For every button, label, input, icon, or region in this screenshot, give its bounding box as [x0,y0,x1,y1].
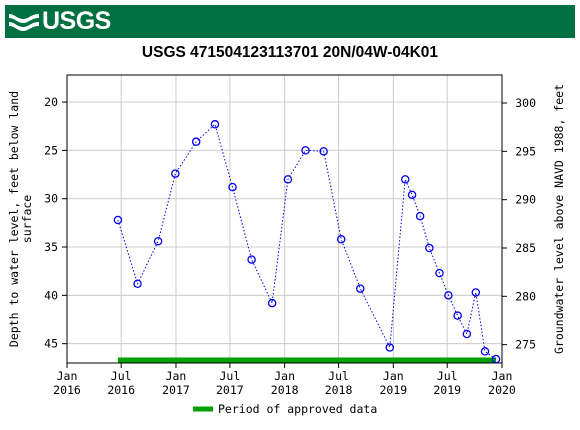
data-point [407,190,417,200]
usgs-logo-icon [9,13,39,31]
y-axis-label-left-line1: Depth to water level, feet below land [7,91,21,347]
x-tick-label-year: 2019 [433,383,461,397]
y-tick-label-left: 40 [44,288,58,302]
data-point [453,311,462,320]
data-point [133,279,142,289]
y-tick-label-right: 285 [515,241,536,255]
data-point [415,211,425,221]
x-tick-label-month: Jul [328,369,349,383]
data-point [356,284,365,293]
y-tick-label-right: 275 [515,338,536,352]
legend-label: Period of approved data [218,402,377,416]
x-tick-label-year: 2016 [107,383,135,397]
y-tick-label-right: 290 [515,193,536,207]
usgs-banner: USGS [5,5,575,38]
data-point [171,169,180,178]
y-tick-label-left: 25 [44,143,58,157]
y-axis-label-left-line2: surface [20,195,34,244]
chart-title: USGS 471504123113701 20N/04W-04K01 [141,44,439,61]
usgs-logo: USGS [9,7,111,35]
data-point [336,235,346,244]
data-point [113,215,123,225]
data-point [444,291,453,300]
x-tick-label-year: 2017 [162,383,190,397]
y-tick-label-right: 295 [515,144,536,158]
data-point [471,288,481,297]
data-point [301,146,310,155]
data-point [462,329,472,339]
x-tick-label-year: 2017 [216,383,244,397]
x-tick-label-month: Jul [219,369,240,383]
x-tick-label-month: Jan [166,369,187,383]
x-tick-label-month: Jul [437,369,458,383]
x-tick-label-month: Jan [492,369,513,383]
data-point [385,343,395,352]
x-tick-label-month: Jan [57,369,78,383]
data-point [247,255,256,264]
x-tick-label-year: 2018 [325,383,353,397]
data-point [480,347,490,356]
data-point [319,147,328,156]
x-tick-label-year: 2016 [53,383,81,397]
y-tick-label-right: 300 [515,96,536,110]
data-point [435,268,444,278]
data-point [210,120,220,129]
x-tick-label-year: 2019 [379,383,407,397]
x-tick-label-month: Jan [274,369,295,383]
x-tick-label-month: Jan [383,369,404,383]
data-point [153,236,163,246]
y-tick-label-right: 280 [515,289,536,303]
y-tick-label-left: 20 [44,95,58,109]
y-tick-label-left: 45 [44,337,58,351]
y-axis-label-right: Groundwater level above NAVD 1988, feet [552,84,566,354]
x-tick-label-month: Jul [111,369,132,383]
x-tick-label-year: 2020 [488,383,516,397]
data-point [191,137,201,146]
grid [66,75,503,363]
series-line [117,123,497,360]
data-point [267,298,277,308]
data-point [400,175,410,184]
data-point [228,182,237,192]
y-tick-label-left: 35 [44,240,58,254]
axis-ticks: Jan2016Jul2016Jan2017Jul2017Jan2018Jul20… [44,95,536,397]
x-tick-label-year: 2018 [271,383,299,397]
data-point [425,243,434,253]
usgs-logo-text: USGS [42,7,111,35]
data-point [491,354,501,364]
y-tick-label-left: 30 [44,192,58,206]
data-point [283,175,293,184]
series [113,120,501,364]
axis-labels: Depth to water level, feet below land sur… [7,84,566,354]
legend: Period of approved data [193,402,377,416]
